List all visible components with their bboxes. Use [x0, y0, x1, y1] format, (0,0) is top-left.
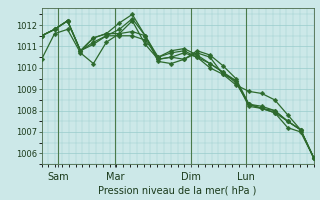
X-axis label: Pression niveau de la mer( hPa ): Pression niveau de la mer( hPa ) — [99, 186, 257, 196]
